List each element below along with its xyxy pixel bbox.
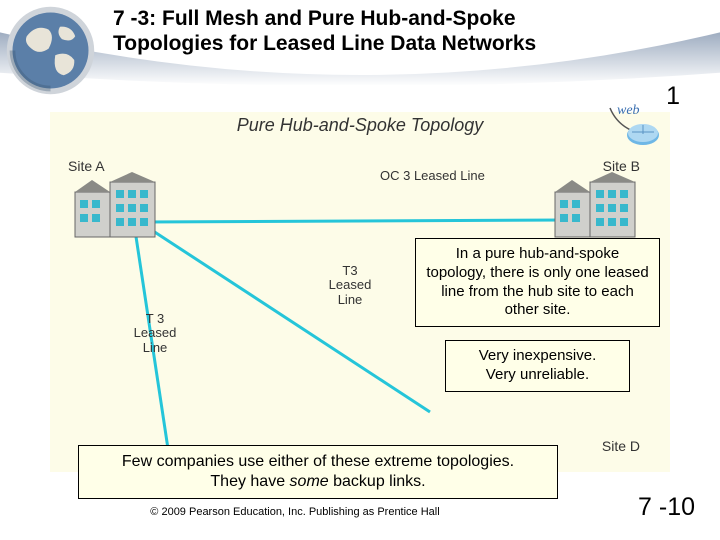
callout-tradeoffs: Very inexpensive. Very unreliable. [445,340,630,392]
web-mouse-icon: web [605,100,665,150]
callout-tradeoff-1: Very inexpensive. [479,347,597,364]
globe-icon [3,3,98,98]
copyright-text: © 2009 Pearson Education, Inc. Publishin… [0,506,590,518]
callout-summary-l2c: backup links. [329,473,426,490]
building-site-a [70,172,160,242]
callout-description: In a pure hub-and-spoke topology, there … [415,238,660,327]
t3-label-right: T3LeasedLine [320,264,380,307]
callout-summary-l1: Few companies use either of these extrem… [122,453,514,470]
site-d-label: Site D [602,438,640,454]
t3-label-left: T 3LeasedLine [125,312,185,355]
callout-tradeoff-2: Very unreliable. [486,366,589,383]
page-number: 7 -10 [638,493,695,522]
building-site-b [550,172,640,242]
site-a-label: Site A [68,158,105,174]
sequence-marker: 1 [666,82,680,111]
site-b-label: Site B [603,158,640,174]
slide-title: 7 -3: Full Mesh and Pure Hub-and-Spoke T… [113,6,583,56]
callout-summary-l2a: They have [210,473,289,490]
svg-text:web: web [617,103,640,118]
oc3-label: OC 3 Leased Line [380,168,485,183]
callout-summary-em: some [290,473,329,490]
callout-summary: Few companies use either of these extrem… [78,445,558,499]
